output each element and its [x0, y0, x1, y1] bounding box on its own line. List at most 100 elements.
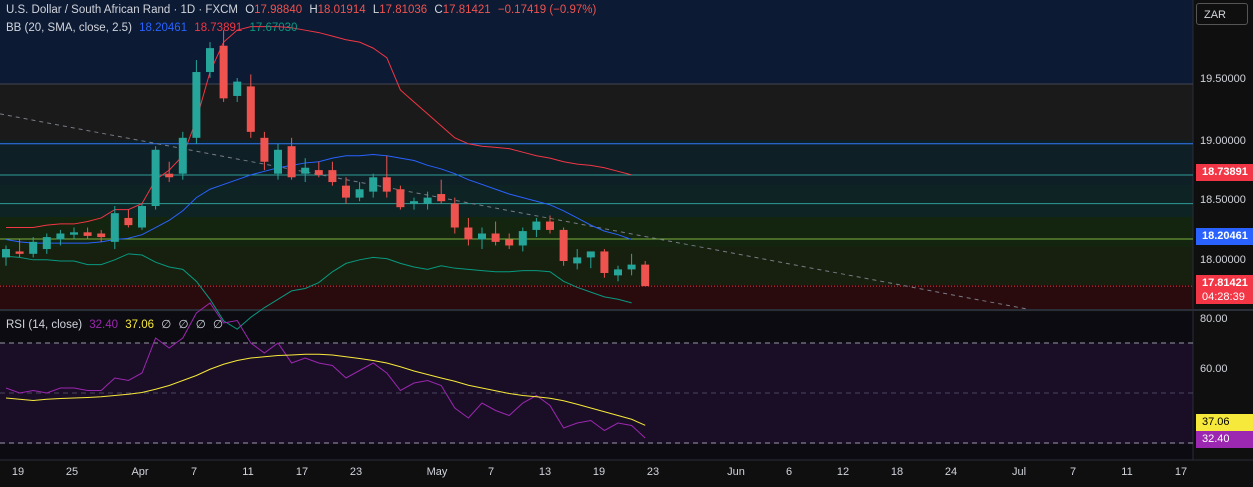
time-axis-label: 24	[944, 466, 958, 478]
candle-body	[83, 232, 92, 236]
candle-body	[478, 233, 486, 240]
candle-body	[342, 185, 350, 198]
candle-body	[396, 189, 405, 208]
candle[interactable]	[192, 60, 201, 144]
candle-body	[532, 221, 541, 230]
bb-legend[interactable]: BB (20, SMA, close, 2.5) 18.20461 18.738…	[6, 22, 301, 34]
candle[interactable]	[42, 233, 51, 254]
time-axis-label: 7	[1069, 466, 1077, 478]
open-label: O	[245, 4, 255, 16]
candle[interactable]	[437, 179, 446, 204]
candles-group[interactable]	[2, 30, 650, 287]
candle[interactable]	[246, 74, 255, 138]
candle[interactable]	[546, 215, 554, 234]
candle[interactable]	[219, 30, 228, 102]
time-axis-label: 17	[1174, 466, 1188, 478]
candle[interactable]	[450, 197, 459, 234]
trendline[interactable]	[0, 113, 1027, 310]
candle[interactable]	[478, 227, 486, 250]
bb-upper-value: 18.73891	[194, 22, 243, 34]
time-axis-label: May	[426, 466, 448, 478]
candle[interactable]	[627, 253, 636, 276]
candle[interactable]	[151, 146, 160, 210]
candle[interactable]	[505, 233, 514, 250]
candle[interactable]	[641, 261, 650, 287]
candle[interactable]	[559, 227, 568, 266]
candle[interactable]	[83, 227, 92, 240]
candle-body	[178, 137, 187, 174]
candle-body	[546, 221, 554, 230]
close-label: C	[434, 4, 443, 16]
symbol-title[interactable]: U.S. Dollar / South African Rand · 1D · …	[6, 4, 238, 16]
currency-button[interactable]: ZAR	[1196, 3, 1248, 25]
candle[interactable]	[287, 137, 296, 180]
price-label-18: 18.00000	[1200, 254, 1246, 266]
candle[interactable]	[56, 229, 65, 246]
candle[interactable]	[70, 227, 78, 240]
candle[interactable]	[274, 143, 282, 180]
candle[interactable]	[15, 239, 24, 258]
candle-body	[124, 217, 133, 226]
candle[interactable]	[586, 251, 595, 269]
candle[interactable]	[410, 197, 418, 210]
candle[interactable]	[600, 249, 609, 278]
rsi-legend[interactable]: RSI (14, close) 32.40 37.06 ∅ ∅ ∅ ∅	[6, 317, 227, 331]
candle[interactable]	[369, 173, 378, 198]
candle[interactable]	[138, 203, 146, 230]
candle[interactable]	[97, 229, 106, 242]
bb-label[interactable]: BB (20, SMA, close, 2.5)	[6, 22, 132, 34]
rsi-ma-tag: 37.06	[1196, 414, 1253, 431]
candle-body	[573, 257, 582, 264]
candle-body	[559, 229, 568, 262]
candle-body	[2, 249, 10, 258]
candle[interactable]	[301, 158, 310, 183]
candle[interactable]	[396, 185, 405, 210]
candle[interactable]	[233, 78, 242, 102]
candle[interactable]	[328, 161, 337, 186]
time-axis-label: 18	[890, 466, 904, 478]
high-label: H	[309, 4, 318, 16]
price-label-19-5: 19.50000	[1200, 73, 1246, 85]
candle[interactable]	[29, 237, 38, 258]
band-top	[0, 0, 1193, 84]
candle-body	[165, 173, 174, 178]
candle[interactable]	[423, 191, 432, 210]
candle-body	[641, 264, 650, 287]
candle[interactable]	[314, 161, 323, 178]
candle[interactable]	[614, 265, 622, 282]
candle[interactable]	[260, 131, 269, 171]
candle[interactable]	[382, 155, 391, 198]
low-value: 17.81036	[379, 4, 428, 16]
candle[interactable]	[491, 221, 500, 246]
candle-body	[328, 170, 337, 183]
candle-body	[287, 146, 296, 178]
candle[interactable]	[464, 217, 473, 246]
symbol-legend[interactable]: U.S. Dollar / South African Rand · 1D · …	[6, 4, 600, 16]
candle-body	[260, 137, 269, 162]
horizontal-levels[interactable]	[0, 83, 1193, 287]
candle[interactable]	[342, 177, 350, 204]
candle[interactable]	[355, 182, 364, 202]
time-axis-label: 19	[11, 466, 25, 478]
rsi-label[interactable]: RSI (14, close)	[6, 319, 83, 331]
candle-body	[70, 232, 78, 235]
candle[interactable]	[165, 161, 174, 183]
price-label-19: 19.00000	[1200, 135, 1246, 147]
candle[interactable]	[573, 249, 582, 270]
candle[interactable]	[110, 205, 119, 250]
band-19-5	[0, 84, 1193, 140]
time-axis-label: Jul	[1011, 466, 1027, 478]
candle[interactable]	[124, 209, 133, 228]
low-label: L	[372, 4, 380, 16]
time-axis-label: 19	[592, 466, 606, 478]
candle[interactable]	[206, 42, 214, 79]
rsi-label-60: 60.00	[1200, 363, 1228, 375]
candle-body	[56, 233, 65, 240]
candle[interactable]	[518, 227, 527, 252]
candle[interactable]	[532, 217, 541, 238]
time-axis-label: 7	[190, 466, 198, 478]
candle[interactable]	[2, 245, 10, 266]
candle[interactable]	[178, 131, 187, 180]
